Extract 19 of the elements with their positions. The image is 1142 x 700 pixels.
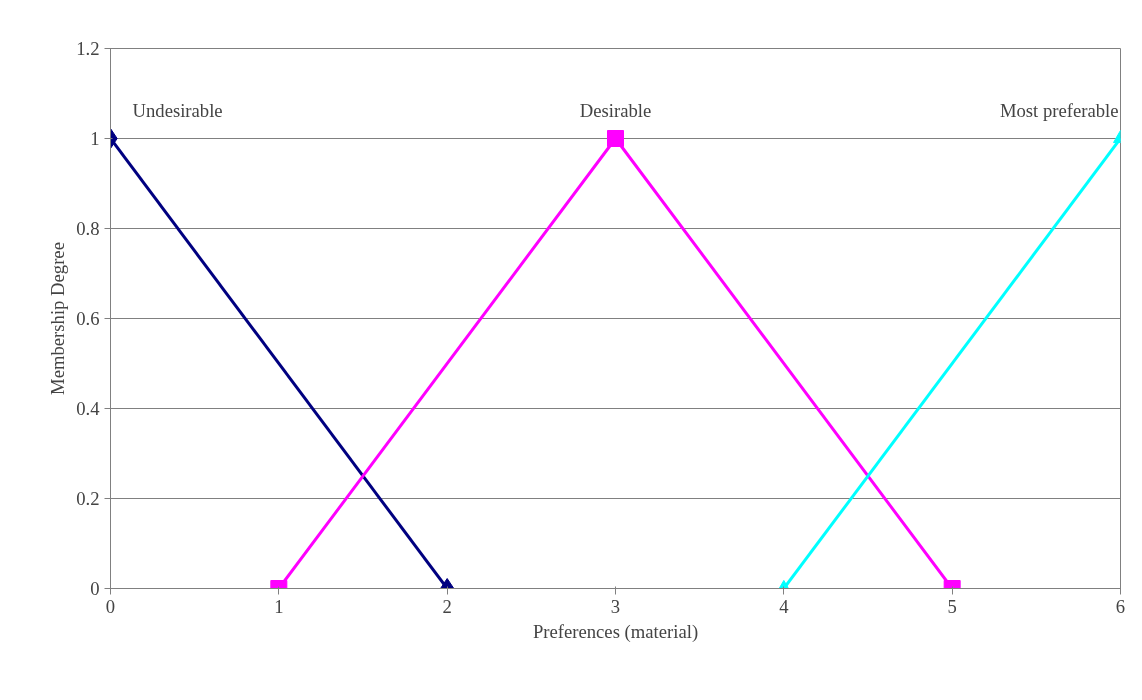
x-tick-label: 2 [442,595,452,617]
y-tick-label: 0.4 [76,398,101,419]
series-label: Most preferable [999,99,1119,121]
series-label: Undesirable [132,99,223,121]
x-tick-label: 0 [105,595,116,617]
series-label: Desirable [579,99,652,121]
y-tick-label: 0 [90,578,100,599]
x-tick-label: 4 [779,595,790,617]
x-tick-label: 6 [1115,595,1126,617]
x-axis-title: Preferences (material) [532,620,699,643]
x-tick-label: 1 [274,595,284,617]
y-tick-label: 0.8 [76,218,100,239]
y-tick-label: 0.6 [76,308,100,329]
y-tick-label: 1 [90,128,100,149]
y-axis-title: Membership Degree [47,242,69,395]
y-tick-label: 1.2 [76,38,100,59]
y-tick-label: 0.2 [76,488,100,509]
x-tick-label: 3 [610,595,621,617]
x-tick-label: 5 [947,595,957,617]
